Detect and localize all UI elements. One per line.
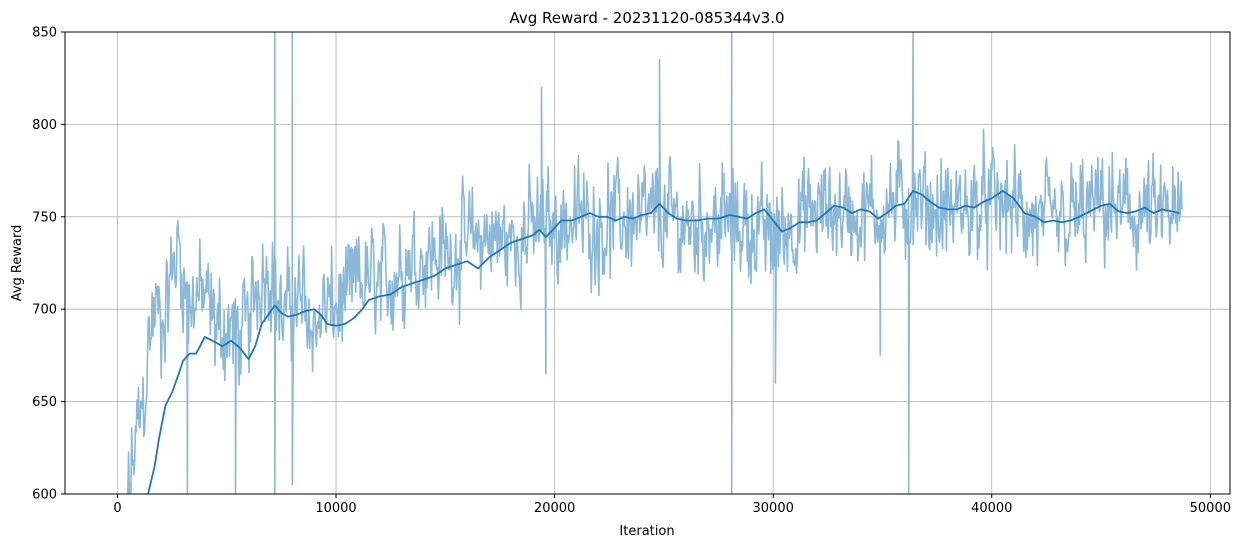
plot-frame	[64, 31, 1231, 495]
smoothed-reward-line	[147, 190, 1180, 494]
y-tick-label: 850	[32, 26, 57, 41]
x-tick-label: 10000	[315, 501, 356, 516]
y-axis: 600 650 700 750 800 850	[32, 26, 65, 503]
x-axis-label: Iteration	[619, 524, 674, 539]
x-tick-label: 30000	[753, 501, 794, 516]
chart-title: Avg Reward - 20231120-085344v3.0	[509, 9, 784, 27]
x-tick-label: 0	[113, 501, 121, 516]
y-tick-label: 750	[32, 210, 57, 225]
y-tick-label: 650	[32, 395, 57, 410]
x-tick-label: 50000	[1190, 501, 1231, 516]
x-axis: 0 10000 20000 30000 40000 50000	[113, 494, 1231, 516]
y-tick-label: 800	[32, 118, 57, 133]
y-tick-label: 600	[32, 488, 57, 503]
y-axis-label: Avg Reward	[10, 225, 25, 302]
x-tick-label: 20000	[534, 501, 575, 516]
raw-reward-line	[126, 32, 1183, 494]
x-tick-label: 40000	[971, 501, 1012, 516]
plot-area	[126, 32, 1183, 494]
y-tick-label: 700	[32, 303, 57, 318]
